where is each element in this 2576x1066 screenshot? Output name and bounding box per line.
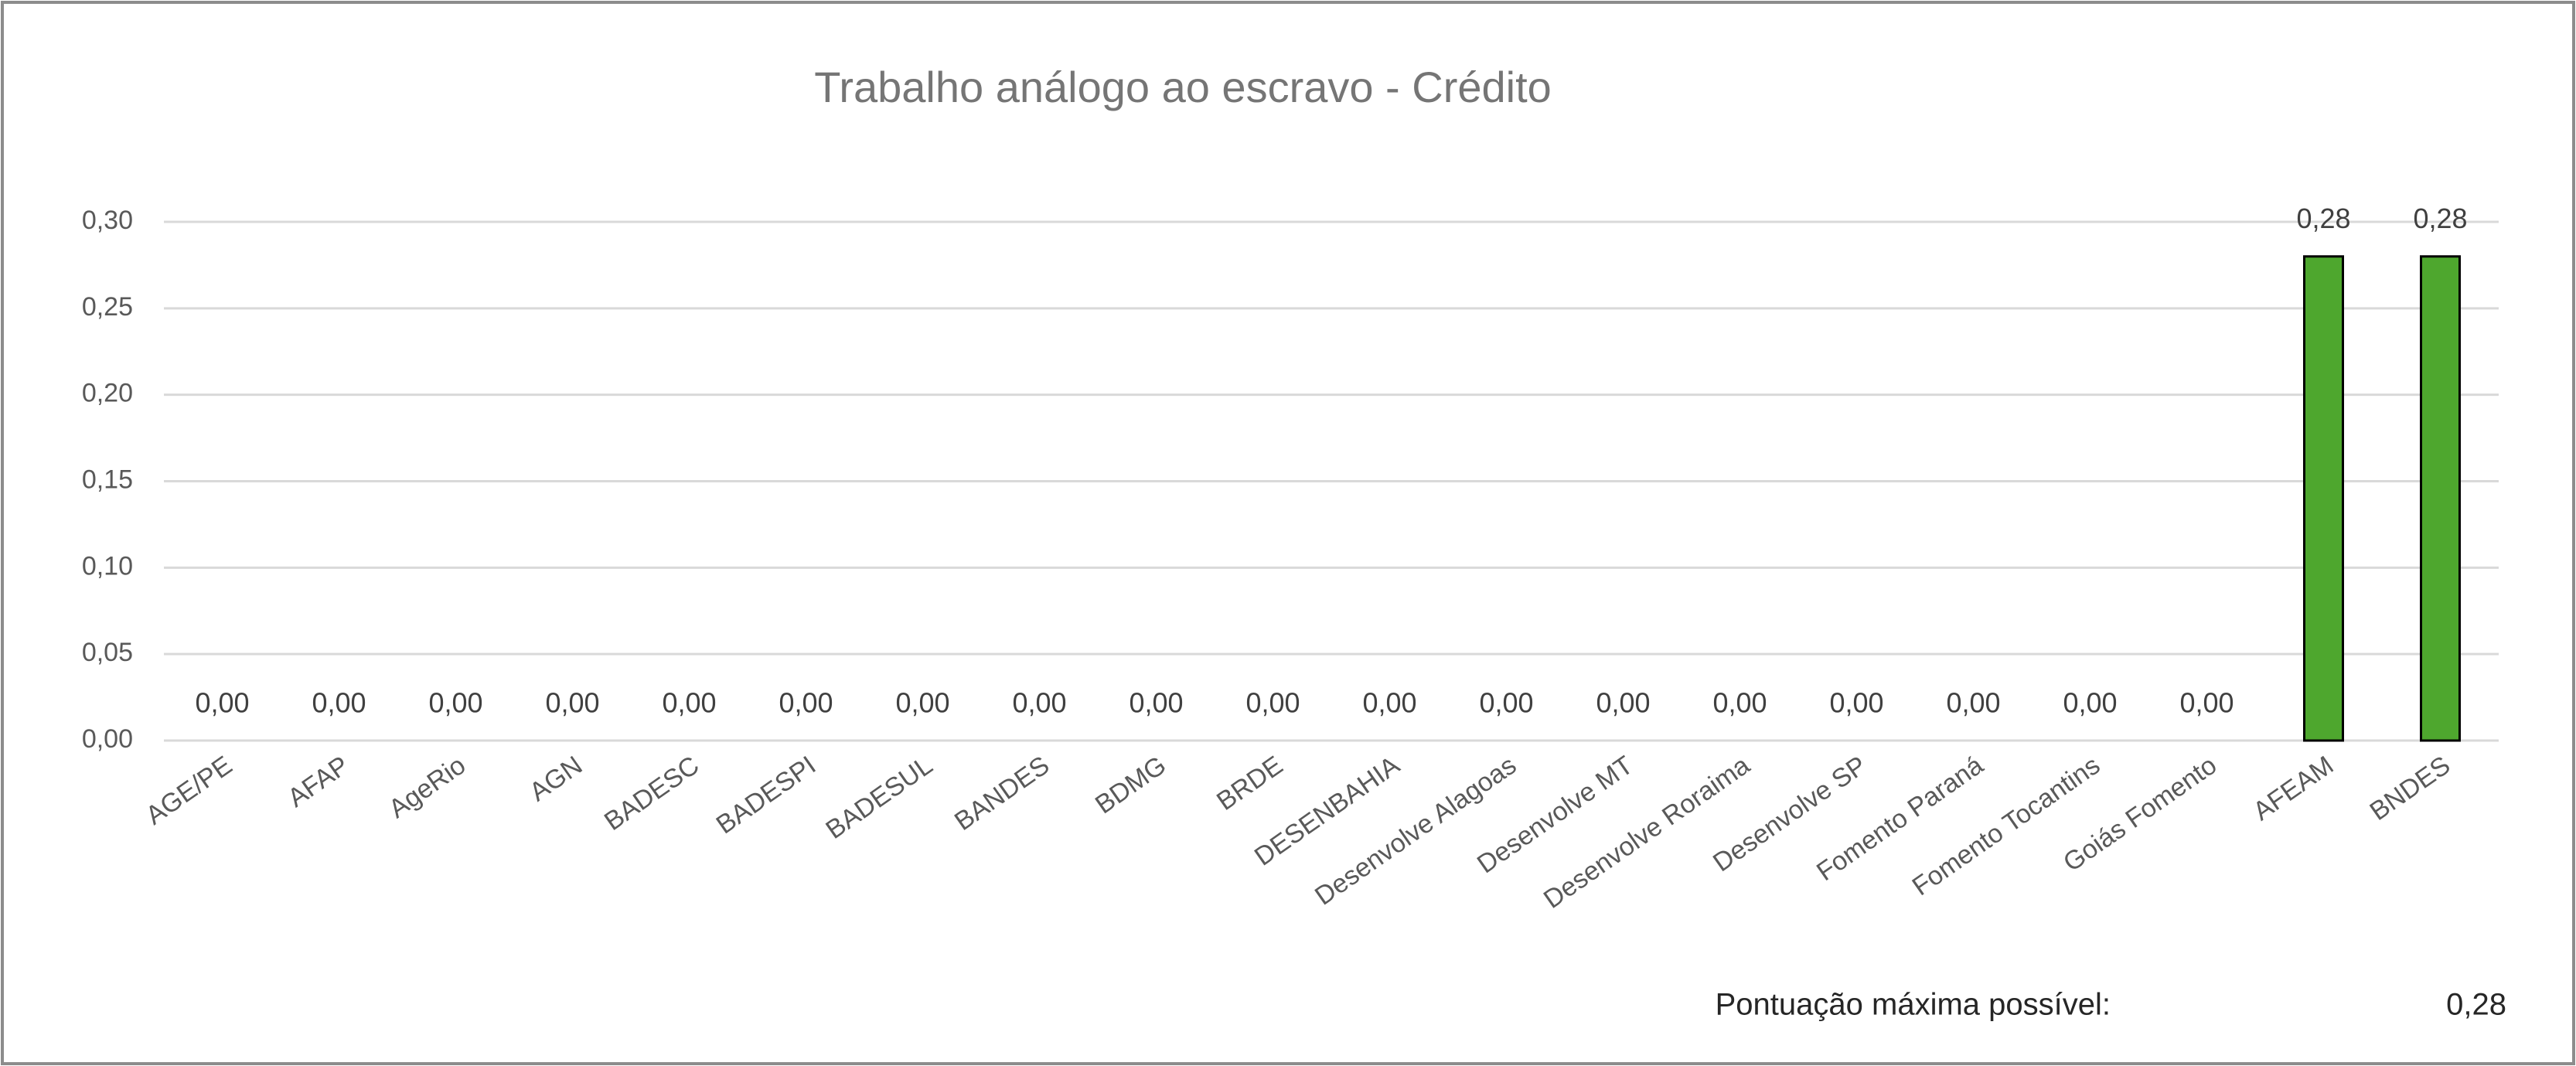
value-label: 0,00 — [779, 687, 833, 719]
value-label: 0,00 — [1129, 687, 1183, 719]
value-label: 0,00 — [428, 687, 482, 719]
value-label: 0,00 — [545, 687, 599, 719]
value-label: 0,00 — [1245, 687, 1300, 719]
value-label: 0,28 — [2296, 203, 2350, 234]
value-label: 0,00 — [1829, 687, 1883, 719]
value-label: 0,00 — [1012, 687, 1066, 719]
y-tick-label: 0,10 — [82, 551, 133, 581]
value-label: 0,00 — [2063, 687, 2117, 719]
bar — [2420, 255, 2461, 742]
y-tick-label: 0,25 — [82, 292, 133, 322]
y-tick-label: 0,15 — [82, 465, 133, 494]
value-label: 0,00 — [1712, 687, 1767, 719]
value-label: 0,28 — [2413, 203, 2467, 234]
y-tick-label: 0,20 — [82, 379, 133, 408]
value-label: 0,00 — [195, 687, 249, 719]
value-label: 0,00 — [1596, 687, 1650, 719]
chart-title: Trabalho análogo ao escravo - Crédito — [814, 63, 1552, 111]
y-tick-label: 0,05 — [82, 638, 133, 667]
value-label: 0,00 — [1479, 687, 1533, 719]
y-tick-label: 0,00 — [82, 724, 133, 754]
value-label: 0,00 — [2179, 687, 2234, 719]
value-label: 0,00 — [1946, 687, 2000, 719]
y-tick-label: 0,30 — [82, 206, 133, 235]
value-label: 0,00 — [1362, 687, 1416, 719]
bar — [2303, 255, 2344, 742]
annotation-value: 0,28 — [2446, 988, 2506, 1022]
value-label: 0,00 — [895, 687, 949, 719]
value-label: 0,00 — [312, 687, 366, 719]
value-label: 0,00 — [662, 687, 716, 719]
annotation-label: Pontuação máxima possível: — [1716, 988, 2111, 1022]
